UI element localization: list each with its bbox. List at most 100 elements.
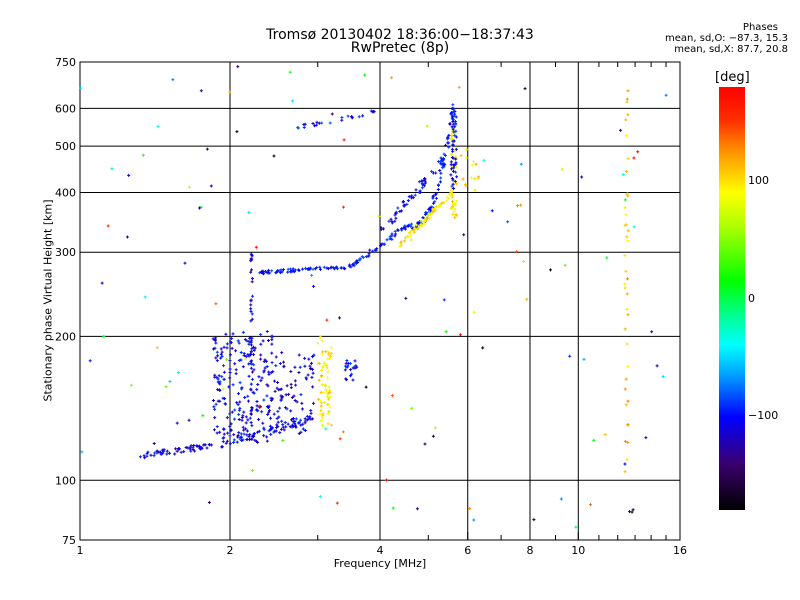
data-point: [366, 254, 370, 258]
data-point: [249, 307, 253, 311]
data-point: [227, 385, 231, 389]
data-point: [625, 342, 629, 346]
data-point: [249, 303, 253, 307]
data-point: [102, 335, 106, 339]
data-point: [225, 358, 229, 362]
data-point: [290, 423, 294, 427]
data-point: [626, 157, 630, 161]
data-point: [230, 410, 234, 414]
data-point: [320, 423, 324, 427]
data-point: [603, 433, 607, 437]
data-point: [427, 206, 431, 210]
data-point: [212, 428, 216, 432]
data-point: [439, 171, 443, 175]
data-point: [650, 330, 654, 334]
data-point: [453, 125, 457, 129]
data-point: [453, 134, 457, 138]
data-point: [320, 383, 324, 387]
data-point: [431, 195, 435, 199]
data-point: [454, 170, 458, 174]
data-point: [241, 425, 245, 429]
data-point: [349, 368, 353, 372]
data-point: [454, 157, 458, 161]
data-point: [269, 427, 273, 431]
data-point: [252, 435, 256, 439]
data-point: [214, 402, 218, 406]
data-point: [630, 510, 634, 514]
data-point: [309, 411, 313, 415]
data-point: [230, 346, 234, 350]
data-point: [453, 216, 457, 220]
data-point: [255, 404, 259, 408]
data-point: [433, 200, 437, 204]
data-point: [311, 417, 315, 421]
data-point: [251, 294, 255, 298]
data-point: [320, 374, 324, 378]
data-point: [270, 342, 274, 346]
data-point: [350, 372, 354, 376]
data-point: [270, 361, 274, 365]
data-point: [451, 204, 455, 208]
data-point: [515, 250, 519, 254]
data-point: [276, 409, 280, 413]
data-point: [272, 412, 276, 416]
data-point: [455, 175, 459, 179]
data-point: [468, 506, 472, 510]
data-point: [207, 500, 211, 504]
data-point: [237, 431, 241, 435]
data-point: [248, 416, 252, 420]
data-point: [178, 447, 182, 451]
data-point: [213, 416, 217, 420]
y-tick-label: 300: [55, 246, 76, 259]
data-point: [216, 354, 220, 358]
data-point: [239, 432, 243, 436]
data-point: [351, 263, 355, 267]
data-point: [327, 267, 331, 271]
data-point: [450, 184, 454, 188]
data-point: [152, 442, 156, 446]
data-point: [235, 401, 239, 405]
data-point: [414, 227, 418, 231]
stats-o-mode: mean, sd,O: −87.3, 15.3: [665, 33, 788, 44]
y-tick-label: 500: [55, 140, 76, 153]
data-point: [281, 438, 285, 442]
data-point: [439, 202, 443, 206]
data-point: [275, 386, 279, 390]
data-point: [345, 359, 349, 363]
data-point: [274, 364, 278, 368]
data-point: [278, 271, 282, 275]
data-point: [237, 408, 241, 412]
data-point: [317, 397, 321, 401]
data-point: [549, 268, 553, 272]
data-point: [251, 469, 255, 473]
data-point: [262, 428, 266, 432]
data-point: [335, 501, 339, 505]
data-point: [293, 268, 297, 272]
data-point: [390, 76, 394, 80]
data-point: [329, 423, 333, 427]
data-point: [198, 206, 202, 210]
data-point: [222, 370, 226, 374]
data-point: [222, 427, 226, 431]
data-point: [328, 405, 332, 409]
data-point: [238, 400, 242, 404]
data-point: [258, 271, 262, 275]
data-point: [424, 216, 428, 220]
data-point: [624, 134, 628, 138]
data-point: [327, 397, 331, 401]
data-point: [237, 358, 241, 362]
data-point: [228, 412, 232, 416]
data-point: [277, 415, 281, 419]
plot-frame: [79, 61, 681, 541]
data-point: [420, 179, 424, 183]
data-point: [141, 153, 145, 157]
data-point: [474, 162, 478, 166]
data-point: [311, 121, 315, 125]
data-point: [452, 107, 456, 111]
data-point: [436, 183, 440, 187]
data-point: [228, 367, 232, 371]
data-point: [294, 383, 298, 387]
data-point: [288, 70, 292, 74]
data-point: [165, 449, 169, 453]
data-point: [262, 369, 266, 373]
